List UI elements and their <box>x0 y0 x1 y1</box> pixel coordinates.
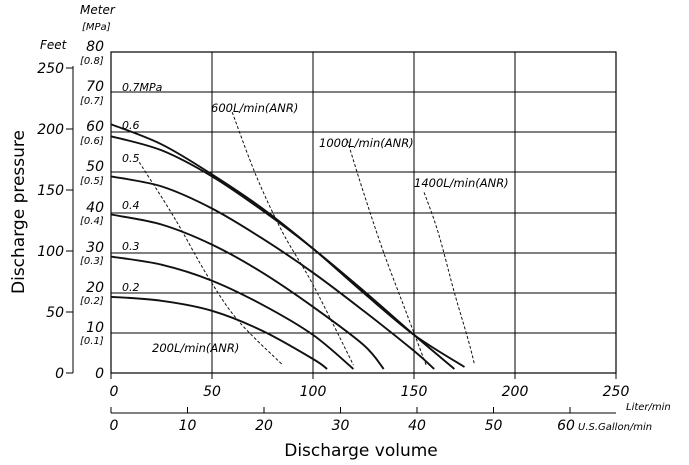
liter-unit-label: Liter/min <box>626 402 671 413</box>
liter-axis-ticks <box>110 373 617 379</box>
flow-label: 200L/min(ANR) <box>152 341 239 355</box>
series-line-5 <box>110 295 328 370</box>
flow-line-2 <box>346 140 427 366</box>
liter-tick: 100 <box>300 384 327 400</box>
flow-labels: 200L/min(ANR) 600L/min(ANR) 1000L/min(AN… <box>152 101 509 355</box>
flow-line-1 <box>231 112 354 366</box>
series-label: 0.3 <box>122 240 140 253</box>
flow-line-3 <box>423 192 476 366</box>
liter-tick: 200 <box>502 384 529 400</box>
feet-tick: 200 <box>37 122 64 138</box>
meter-tick: 10 <box>86 320 104 336</box>
series-labels: 0.7MPa 0.6 0.5 0.4 0.3 0.2 <box>122 81 163 294</box>
feet-tick-labels: 250 200 150 100 50 0 <box>37 61 64 382</box>
series-label: 0.6 <box>122 119 140 132</box>
feet-axis-ticks <box>66 67 73 374</box>
gallon-tick: 0 <box>110 418 119 434</box>
feet-tick: 250 <box>37 61 64 77</box>
meter-tick: 80 <box>86 39 104 55</box>
x-axis-title: Discharge volume <box>284 441 438 461</box>
series-line-3 <box>110 213 385 370</box>
y-axis-title: Discharge pressure <box>9 130 29 294</box>
grid <box>111 52 616 373</box>
liter-tick: 50 <box>203 384 221 400</box>
series-label: 0.2 <box>122 281 140 294</box>
meter-unit-label: Meter <box>80 3 116 17</box>
meter-tick: 30 <box>86 240 104 256</box>
pressure-curves <box>110 123 466 370</box>
gallon-tick: 20 <box>255 418 273 434</box>
series-line-2 <box>110 175 435 370</box>
mpa-unit-label: [MPa] <box>82 22 111 33</box>
feet-tick: 50 <box>46 305 64 321</box>
feet-unit-label: Feet <box>40 38 68 52</box>
flow-line-0 <box>138 162 284 366</box>
feet-tick: 100 <box>37 244 64 260</box>
series-line-4 <box>110 255 355 370</box>
meter-tick-labels: 80 70 60 50 40 30 20 10 0 <box>86 39 104 382</box>
mpa-tick: [0.4] <box>80 216 104 227</box>
gallon-tick-labels: 0 10 20 30 40 50 60 <box>110 418 575 434</box>
meter-tick: 50 <box>86 159 104 175</box>
gallon-unit-label: U.S.Gallon/min <box>578 422 652 433</box>
flow-label: 600L/min(ANR) <box>211 101 298 115</box>
mpa-tick: [0.5] <box>80 176 104 187</box>
mpa-tick: [0.3] <box>80 256 104 267</box>
plot-frame <box>110 51 617 374</box>
series-label: 0.4 <box>122 199 140 212</box>
gallon-tick: 60 <box>557 418 575 434</box>
gallon-axis-ticks <box>110 407 571 413</box>
gallon-tick: 30 <box>332 418 350 434</box>
flow-label: 1400L/min(ANR) <box>414 176 509 190</box>
feet-tick: 0 <box>55 366 64 382</box>
gallon-tick: 10 <box>179 418 197 434</box>
flow-label: 1000L/min(ANR) <box>319 136 414 150</box>
meter-tick: 40 <box>86 200 104 216</box>
gallon-tick: 50 <box>485 418 503 434</box>
series-label: 0.5 <box>122 152 140 165</box>
mpa-tick-labels: [0.8] [0.7] [0.6] [0.5] [0.4] [0.3] [0.2… <box>80 56 104 347</box>
liter-tick: 150 <box>401 384 428 400</box>
meter-tick: 70 <box>86 79 104 95</box>
series-line-1 <box>110 135 456 370</box>
feet-tick: 150 <box>37 183 64 199</box>
mpa-tick: [0.2] <box>80 296 104 307</box>
liter-tick: 0 <box>110 384 119 400</box>
mpa-tick: [0.8] <box>80 56 104 67</box>
meter-tick: 60 <box>86 119 104 135</box>
mpa-tick: [0.6] <box>80 136 104 147</box>
series-label: 0.7MPa <box>122 81 163 94</box>
gallon-tick: 40 <box>408 418 426 434</box>
meter-tick: 20 <box>86 280 104 296</box>
flow-lines <box>138 112 476 366</box>
mpa-tick: [0.1] <box>80 336 104 347</box>
mpa-tick: [0.7] <box>80 96 104 107</box>
liter-tick-labels: 0 50 100 150 200 250 <box>110 384 630 400</box>
liter-tick: 250 <box>603 384 630 400</box>
meter-tick: 0 <box>95 366 104 382</box>
series-line-0 <box>110 123 466 368</box>
